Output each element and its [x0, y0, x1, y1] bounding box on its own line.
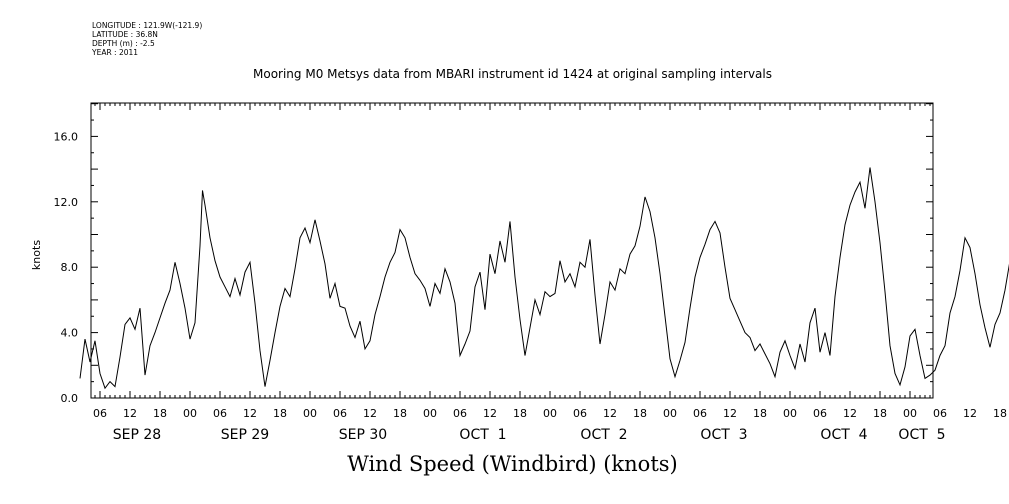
hour-tick-label: 12 [363, 407, 377, 420]
hour-tick-label: 12 [243, 407, 257, 420]
hour-tick-label: 12 [483, 407, 497, 420]
hour-tick-label: 00 [423, 407, 437, 420]
chart-title: Mooring M0 Metsys data from MBARI instru… [253, 67, 772, 81]
date-labels: SEP 28 SEP 29 SEP 30 OCT 1 OCT 2 OCT 3 OCT 4 OC… [113, 427, 946, 443]
depth-label: DEPTH (m) : -2.5 [92, 39, 155, 48]
metadata-block: LONGITUDE : 121.9W(-121.9) LATITUDE : 36… [92, 21, 202, 57]
y-tick-label: 12.0 [54, 196, 79, 209]
date-label: OCT 5 [898, 427, 945, 443]
y-axis-label: knots [30, 240, 43, 270]
y-tick-label: 16.0 [54, 130, 79, 143]
date-label: OCT 1 [459, 427, 506, 443]
axis-ticks [91, 103, 933, 399]
date-label: OCT 2 [580, 427, 627, 443]
date-label: SEP 29 [221, 427, 269, 443]
latitude-label: LATITUDE : 36.8N [92, 30, 158, 39]
date-label: SEP 30 [339, 427, 387, 443]
year-label: YEAR : 2011 [92, 48, 139, 57]
y-tick-label: 0.0 [61, 392, 79, 405]
hour-tick-label: 18 [393, 407, 407, 420]
hour-tick-label: 12 [963, 407, 977, 420]
hour-tick-label: 18 [753, 407, 767, 420]
hour-tick-label: 06 [813, 407, 827, 420]
hour-tick-label: 00 [543, 407, 557, 420]
hour-tick-label: 18 [153, 407, 167, 420]
hour-tick-label: 06 [573, 407, 587, 420]
hour-tick-label: 18 [273, 407, 287, 420]
hour-tick-label: 06 [453, 407, 467, 420]
hour-tick-label: 06 [933, 407, 947, 420]
hour-tick-label: 06 [693, 407, 707, 420]
y-tick-label: 4.0 [61, 327, 79, 340]
hour-tick-label: 12 [123, 407, 137, 420]
hour-tick-label: 18 [873, 407, 887, 420]
y-tick-label: 8.0 [61, 261, 79, 274]
hour-tick-label: 00 [903, 407, 917, 420]
y-tick-labels: 0.0 4.0 8.0 12.0 16.0 [54, 130, 79, 405]
plot-frame [90, 102, 934, 399]
hour-tick-labels: 06 12 18 00 06 12 18 00 06 12 18 00 06 12 18 00 06 12 18 00… [93, 407, 1007, 420]
hour-tick-label: 06 [213, 407, 227, 420]
hour-tick-label: 06 [93, 407, 107, 420]
hour-tick-label: 00 [663, 407, 677, 420]
date-label: OCT 3 [700, 427, 747, 443]
hour-tick-label: 18 [513, 407, 527, 420]
hour-tick-label: 12 [723, 407, 737, 420]
hour-tick-label: 00 [303, 407, 317, 420]
hour-tick-label: 18 [993, 407, 1007, 420]
hour-tick-label: 12 [603, 407, 617, 420]
hour-tick-label: 12 [843, 407, 857, 420]
hour-tick-label: 18 [633, 407, 647, 420]
longitude-label: LONGITUDE : 121.9W(-121.9) [92, 21, 203, 30]
date-label: OCT 4 [820, 427, 867, 443]
wind-speed-series [79, 167, 1009, 390]
date-label: SEP 28 [113, 427, 161, 443]
hour-tick-label: 06 [333, 407, 347, 420]
variable-title: Wind Speed (Windbird) (knots) [347, 452, 678, 476]
hour-tick-label: 00 [783, 407, 797, 420]
hour-tick-label: 00 [183, 407, 197, 420]
